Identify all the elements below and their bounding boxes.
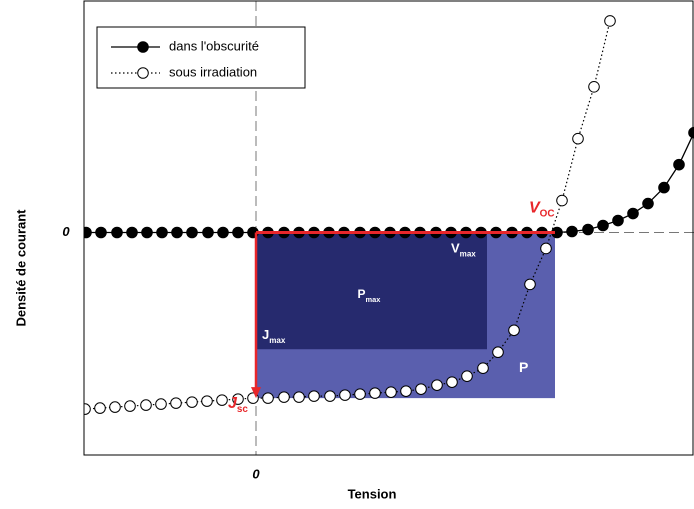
data-point <box>566 225 578 238</box>
data-point <box>582 223 594 236</box>
data-point <box>339 389 351 401</box>
data-point <box>308 390 320 402</box>
data-point <box>492 346 504 359</box>
annotation-label: VOC <box>529 200 555 219</box>
data-point <box>461 370 473 382</box>
data-point <box>627 207 639 220</box>
legend: dans l'obscurité sous irradiation <box>96 26 306 89</box>
data-point <box>186 396 198 408</box>
data-point <box>109 401 121 413</box>
data-point <box>446 376 458 388</box>
data-point <box>126 226 138 239</box>
data-point <box>556 194 568 207</box>
legend-label: sous irradiation <box>169 64 257 79</box>
annotation-label: P <box>519 359 528 375</box>
data-point <box>508 324 520 337</box>
data-point <box>232 226 244 239</box>
x-tick-label: 0 <box>252 466 260 481</box>
data-point <box>201 395 213 407</box>
data-point <box>354 388 366 400</box>
plot-area <box>84 15 694 415</box>
label-main: V <box>451 241 460 256</box>
data-point <box>232 393 244 405</box>
data-point <box>94 402 106 414</box>
data-point <box>262 392 274 404</box>
y-tick-label: 0 <box>62 224 70 239</box>
data-point <box>171 226 183 239</box>
data-point <box>612 214 624 227</box>
data-point <box>597 219 609 232</box>
legend-label: dans l'obscurité <box>169 38 259 53</box>
data-point <box>293 391 305 403</box>
data-point <box>431 379 443 391</box>
data-point <box>155 398 167 410</box>
data-point <box>216 394 228 406</box>
legend-marker <box>137 67 149 79</box>
data-point <box>84 226 92 239</box>
label-main: P <box>358 287 366 301</box>
data-point <box>124 400 136 412</box>
data-point <box>84 403 91 415</box>
data-point <box>540 242 552 255</box>
label-sub: OC <box>540 208 555 219</box>
label-sub: max <box>269 336 286 345</box>
data-point <box>156 226 168 239</box>
legend-box <box>96 26 306 89</box>
data-point <box>369 387 381 399</box>
label-sub: max <box>366 295 382 304</box>
data-point <box>186 226 198 239</box>
annotation-label: Jsc <box>228 395 248 414</box>
data-point <box>642 197 654 210</box>
data-point <box>524 278 536 291</box>
region-pmax <box>256 232 487 350</box>
data-point <box>385 386 397 398</box>
legend-marker <box>137 41 149 53</box>
label-sub: sc <box>237 404 249 415</box>
label-main: V <box>529 200 541 217</box>
data-point <box>202 226 214 239</box>
label-sub: max <box>460 250 477 259</box>
jsc-arrowhead <box>251 387 261 399</box>
data-point <box>673 158 685 171</box>
data-point <box>400 385 412 397</box>
data-point <box>588 81 600 93</box>
regions <box>84 1 694 455</box>
label-main: J <box>228 395 238 412</box>
x-axis-title: Tension <box>348 486 397 501</box>
data-point <box>140 399 152 411</box>
data-point <box>477 362 489 374</box>
annotation-label: Pmax <box>358 287 382 304</box>
plot-frame <box>83 0 694 456</box>
data-point <box>604 15 616 27</box>
data-point <box>324 390 336 402</box>
data-point <box>111 226 123 239</box>
data-point <box>217 226 229 239</box>
annotation-label: Vmax <box>451 241 476 259</box>
annotation-label: Jmax <box>262 328 286 346</box>
data-point <box>170 397 182 409</box>
series-line <box>86 132 694 234</box>
label-main: J <box>262 328 269 343</box>
data-point <box>415 383 427 395</box>
y-axis-title: Densité de courant <box>13 209 28 327</box>
data-point <box>572 132 584 145</box>
data-point <box>95 226 107 239</box>
data-point <box>658 181 670 194</box>
data-point <box>141 226 153 239</box>
data-point <box>278 391 290 403</box>
